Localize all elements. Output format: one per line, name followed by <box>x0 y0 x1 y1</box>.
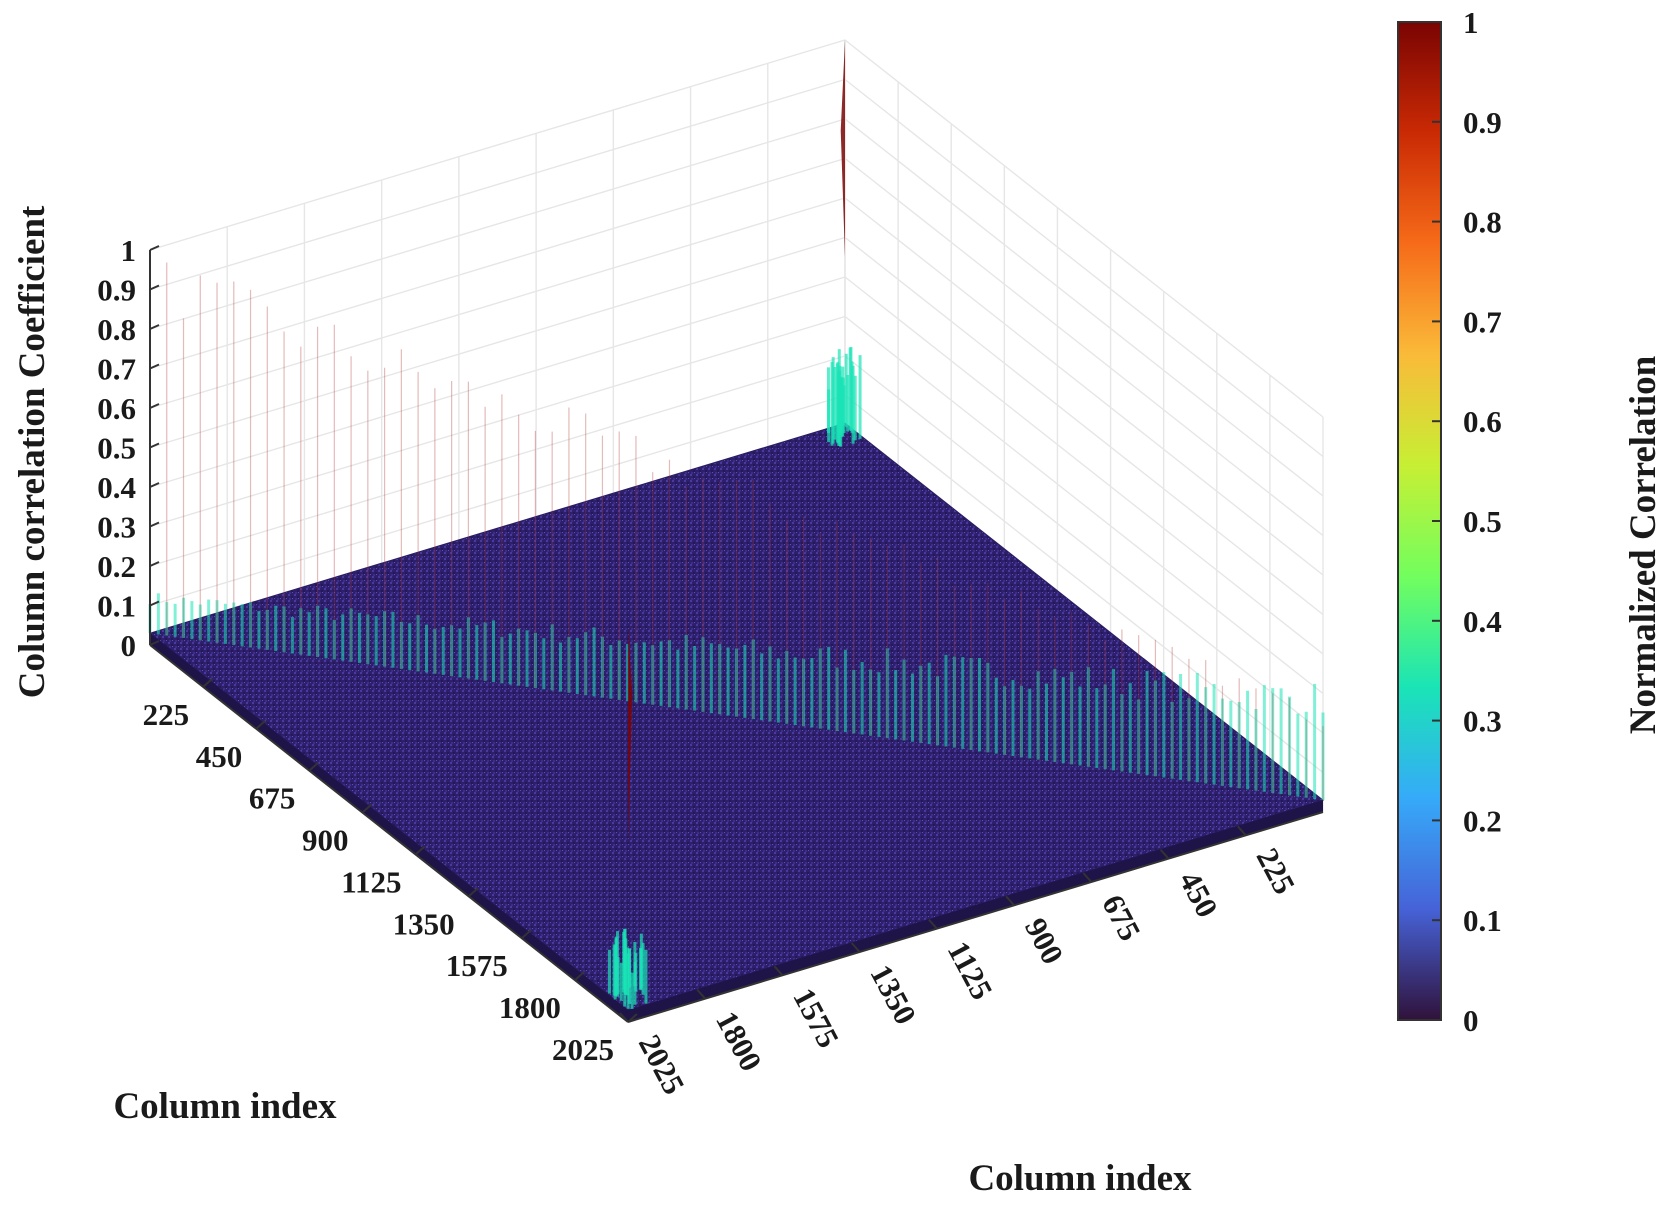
x-tick-mark <box>574 971 585 981</box>
y-tick-mark <box>773 965 784 976</box>
x-tick-label: 1800 <box>499 990 561 1025</box>
z-tick-label: 0.1 <box>97 589 136 624</box>
y-tick-mark <box>928 919 938 930</box>
y-tick-label: 675 <box>1095 889 1148 946</box>
x-tick-mark <box>468 887 479 898</box>
corner-spike-peak <box>628 627 633 845</box>
z-tick-label: 0.8 <box>97 312 136 347</box>
z-tick-label: 0.5 <box>97 431 136 466</box>
z-tick-mark <box>149 245 160 251</box>
y-tick-mark <box>1159 849 1170 860</box>
x-tick-mark <box>414 845 426 856</box>
surface-right-rim <box>628 800 1323 1022</box>
axis-titles: Column correlation Coefficient Column in… <box>12 205 1664 1199</box>
x-tick-mark <box>361 803 373 814</box>
x-axis-title: Column index <box>113 1086 337 1127</box>
y-axis-line <box>627 811 1324 1023</box>
colorbar-tick-label: 0.5 <box>1463 504 1502 539</box>
y-tick-mark <box>1082 872 1093 883</box>
z-tick-mark <box>149 482 160 488</box>
surface-front-rim <box>150 633 628 1022</box>
z-tick-label: 0.7 <box>97 352 136 387</box>
x-tick-label: 1575 <box>446 948 508 983</box>
x-tick-mark <box>627 1013 638 1023</box>
z-tick-label: 0.4 <box>97 470 136 505</box>
z-tick-label: 1 <box>121 233 137 268</box>
colorbar: 0 0.1 0.2 0.3 0.4 0.5 0.6 0.7 0.8 0.9 1 <box>1397 5 1502 1038</box>
y-tick-label: 1125 <box>941 936 1000 1006</box>
surface-features <box>148 40 1325 1009</box>
z-tick-mark <box>149 561 160 567</box>
x-tick-mark <box>521 929 532 939</box>
y-tick-mark <box>1005 895 1015 906</box>
y-axis-title: Column index <box>968 1158 1192 1199</box>
x-tick-label: 225 <box>143 697 190 732</box>
colorbar-tick-label: 0.9 <box>1463 105 1502 140</box>
z-axis-title: Column correlation Coefficient <box>12 205 53 698</box>
colorbar-tick-label: 0.1 <box>1463 903 1502 938</box>
y-tick-mark <box>696 989 706 1000</box>
x-tick-label: 675 <box>249 781 296 816</box>
colorbar-tick-label: 0.6 <box>1463 404 1502 439</box>
z-tick-label: 0.2 <box>97 549 136 584</box>
y-tick-label: 900 <box>1018 912 1071 969</box>
x-axis-line <box>149 644 629 1023</box>
colorbar-tick-label: 0.3 <box>1463 704 1502 739</box>
z-tick-mark <box>149 600 160 607</box>
x-tick-mark <box>255 720 266 730</box>
colorbar-tick-label: 0.2 <box>1463 803 1502 838</box>
z-tick-label: 0.9 <box>97 273 136 308</box>
x-tick-label: 2025 <box>552 1032 614 1067</box>
x-tick-mark <box>202 678 213 688</box>
y-tick-label: 1800 <box>709 1006 769 1077</box>
y-tick-label: 2025 <box>632 1029 692 1100</box>
colorbar-title: Normalized Correlation <box>1623 355 1664 734</box>
colorbar-tick-label: 0.4 <box>1463 604 1502 639</box>
x-tick-label: 900 <box>302 823 349 858</box>
z-tick-mark <box>149 403 160 409</box>
colorbar-tick-label: 0.8 <box>1463 205 1502 240</box>
tick-labels: 00.10.20.30.40.50.60.70.80.9122545067590… <box>97 233 1302 1100</box>
z-tick-mark <box>149 640 160 646</box>
y-tick-label: 1575 <box>786 982 846 1053</box>
x-tick-mark <box>308 761 319 772</box>
y-tick-mark <box>1237 825 1247 836</box>
z-tick-mark <box>149 442 160 449</box>
colorbar-tick-label: 0.7 <box>1463 304 1502 339</box>
z-tick-label: 0 <box>121 628 137 663</box>
z-tick-label: 0.3 <box>97 510 136 545</box>
colorbar-tick-label: 0 <box>1463 1003 1479 1038</box>
x-tick-label: 1125 <box>341 864 401 899</box>
y-tick-mark <box>850 942 861 953</box>
x-tick-label: 1350 <box>393 906 455 941</box>
z-tick-label: 0.6 <box>97 391 136 426</box>
x-tick-label: 450 <box>196 739 243 774</box>
corner-spike-peak <box>840 40 845 258</box>
z-tick-mark <box>149 363 160 370</box>
y-tick-label: 1350 <box>863 959 923 1030</box>
z-tick-mark <box>149 324 160 330</box>
colorbar-tick-label: 1 <box>1463 5 1479 40</box>
z-tick-mark <box>149 521 160 528</box>
y-tick-label: 225 <box>1250 842 1303 899</box>
z-tick-mark <box>149 284 160 291</box>
y-tick-mark <box>619 1012 629 1023</box>
y-tick-label: 450 <box>1172 866 1225 923</box>
